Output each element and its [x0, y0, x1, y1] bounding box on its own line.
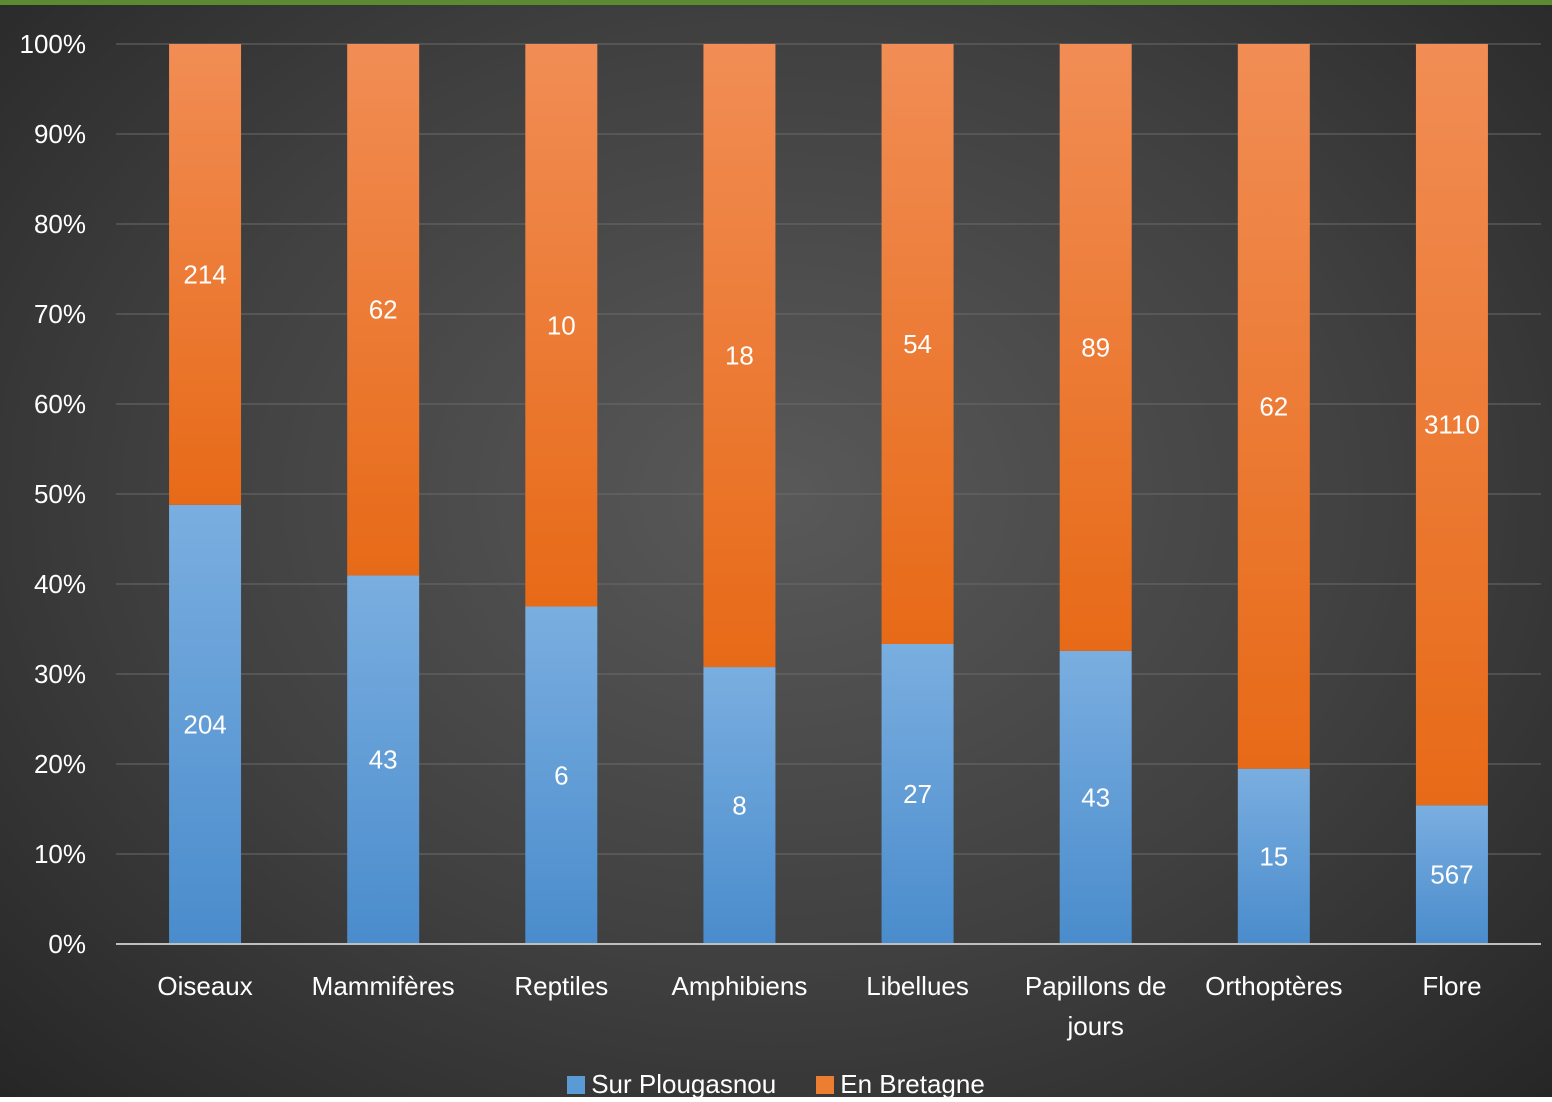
bar-sur-plougasnou — [1237, 768, 1310, 944]
data-label-en-bretagne: 89 — [1081, 332, 1110, 362]
data-label-sur-plougasnou: 6 — [554, 760, 568, 790]
gridlines — [116, 43, 1541, 855]
data-label-en-bretagne: 10 — [547, 310, 576, 340]
y-tick-label: 100% — [20, 29, 87, 59]
y-tick-label: 30% — [34, 659, 86, 689]
bar-en-bretagne — [881, 44, 954, 644]
bar-en-bretagne — [525, 44, 598, 607]
y-tick-label: 10% — [34, 839, 86, 869]
stacked-percent-bar-chart: 204 214 43 62 6 10 8 18 27 54 43 89 15 62 567 3110 0% 10… — [20, 29, 1541, 1041]
bar-en-bretagne — [1059, 44, 1132, 651]
legend-label: En Bretagne — [840, 1069, 985, 1099]
legend-item-sur-plougasnou: Sur Plougasnou — [567, 1069, 776, 1100]
bar-sur-plougasnou — [1415, 805, 1488, 944]
bar-sur-plougasnou — [881, 644, 954, 944]
x-category-label: Orthoptères — [1205, 971, 1342, 1001]
bar-en-bretagne — [347, 44, 420, 576]
data-label-sur-plougasnou: 43 — [369, 745, 398, 775]
bar-en-bretagne — [1415, 44, 1488, 806]
data-label-en-bretagne: 18 — [725, 341, 754, 371]
bar-sur-plougasnou — [1059, 650, 1132, 944]
data-label-sur-plougasnou: 27 — [903, 779, 932, 809]
y-tick-label: 90% — [34, 119, 86, 149]
x-category-label: Amphibiens — [672, 971, 808, 1001]
legend-swatch-blue — [567, 1075, 586, 1094]
x-category-label: Oiseaux — [157, 971, 252, 1001]
y-tick-label: 70% — [34, 299, 86, 329]
axes-group: 0% 10% 20% 30% 40% 50% 60% 70% 80% 90% 100% Oiseaux… — [20, 29, 1541, 1041]
legend-swatch-orange — [816, 1075, 835, 1094]
legend-label: Sur Plougasnou — [591, 1069, 777, 1099]
data-label-en-bretagne: 3110 — [1424, 410, 1480, 440]
bar-en-bretagne — [703, 44, 776, 668]
data-labels-group: 204 214 43 62 6 10 8 18 27 54 43 89 15 62 567 3110 — [183, 259, 1480, 889]
x-category-label: Flore — [1422, 971, 1481, 1001]
y-tick-label: 50% — [34, 479, 86, 509]
bar-en-bretagne — [169, 44, 242, 505]
bar-sur-plougasnou — [525, 606, 598, 944]
x-category-label: Papillons de — [1025, 971, 1167, 1001]
bar-en-bretagne — [1237, 44, 1310, 769]
data-label-en-bretagne: 62 — [1259, 391, 1288, 421]
bar-sur-plougasnou — [169, 504, 242, 944]
data-label-sur-plougasnou: 43 — [1081, 782, 1110, 812]
data-label-en-bretagne: 54 — [903, 329, 932, 359]
bars-group — [169, 44, 1488, 944]
y-tick-label: 0% — [48, 929, 86, 959]
y-tick-label: 40% — [34, 569, 86, 599]
y-tick-label: 80% — [34, 209, 86, 239]
y-tick-label: 60% — [34, 389, 86, 419]
x-category-label: Libellues — [866, 971, 969, 1001]
legend: Sur Plougasnou En Bretagne — [0, 1069, 1552, 1100]
legend-item-en-bretagne: En Bretagne — [816, 1069, 985, 1100]
x-category-label: Mammifères — [312, 971, 455, 1001]
x-category-label: jours — [1067, 1011, 1124, 1041]
data-label-en-bretagne: 62 — [369, 295, 398, 325]
data-label-sur-plougasnou: 567 — [1430, 860, 1473, 890]
x-category-label: Reptiles — [514, 971, 608, 1001]
data-label-sur-plougasnou: 8 — [732, 791, 746, 821]
data-label-sur-plougasnou: 204 — [183, 709, 226, 739]
bar-sur-plougasnou — [703, 667, 776, 944]
y-tick-label: 20% — [34, 749, 86, 779]
data-label-sur-plougasnou: 15 — [1259, 841, 1288, 871]
data-label-en-bretagne: 214 — [183, 259, 226, 289]
bar-sur-plougasnou — [347, 575, 420, 944]
